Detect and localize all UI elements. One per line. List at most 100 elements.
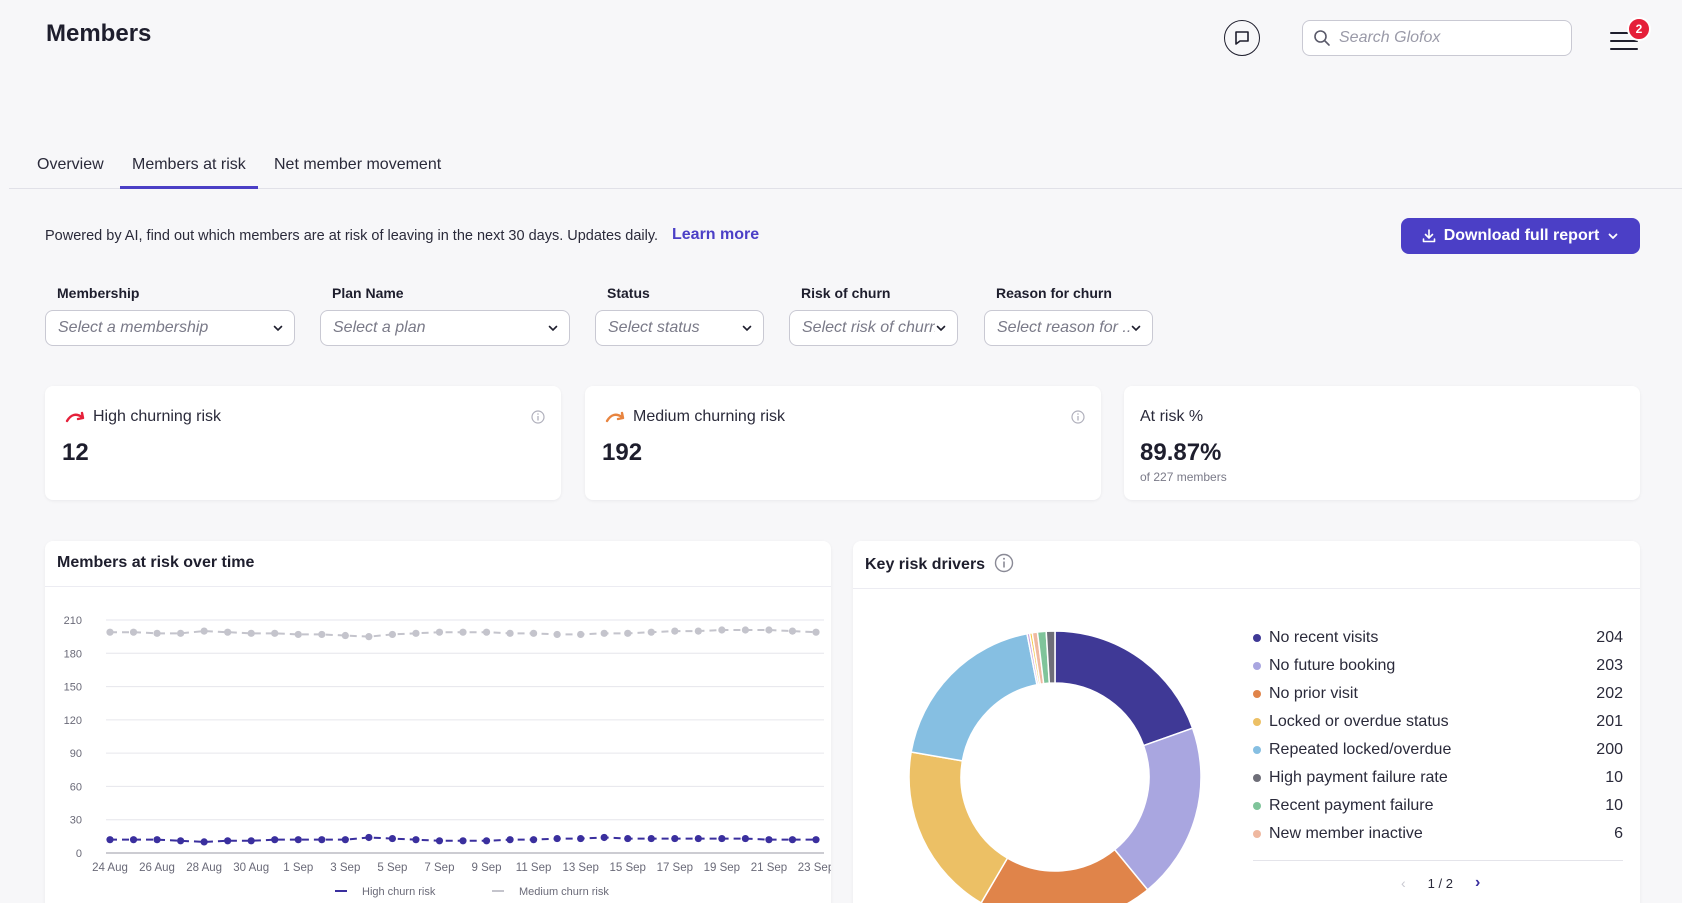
legend-item[interactable]: Locked or overdue status 201 — [1253, 711, 1623, 733]
data-point[interactable] — [247, 629, 255, 637]
data-point[interactable] — [506, 629, 514, 637]
data-point[interactable] — [694, 834, 702, 843]
members-at-risk-line-chart: 0 30 60 90 120 150 180 210 24 Aug 26 Aug 28 Aug 30 … — [64, 615, 831, 898]
data-point[interactable] — [224, 628, 232, 636]
chat-button[interactable] — [1224, 20, 1260, 56]
data-point[interactable] — [341, 631, 349, 640]
data-point[interactable] — [553, 630, 561, 639]
data-point[interactable] — [365, 633, 373, 641]
data-point[interactable] — [200, 838, 208, 846]
donut-slice[interactable] — [1045, 630, 1056, 684]
data-point[interactable] — [647, 628, 655, 636]
tab-overview[interactable]: Overview — [37, 156, 104, 173]
legend-item[interactable]: No recent visits 204 — [1253, 627, 1623, 649]
data-point[interactable] — [106, 836, 114, 844]
tab-net-member-movement[interactable]: Net member movement — [274, 156, 442, 173]
y-tick-label: 60 — [70, 781, 82, 793]
data-point[interactable] — [129, 836, 138, 844]
tab-members-at-risk[interactable]: Members at risk — [120, 156, 258, 189]
plan-select[interactable]: Select a plan — [320, 310, 570, 346]
data-point[interactable] — [530, 836, 538, 844]
data-point[interactable] — [765, 626, 773, 634]
legend-item[interactable]: New member inactive 6 — [1253, 823, 1623, 845]
data-point[interactable] — [647, 834, 655, 843]
legend-item[interactable]: No prior visit 202 — [1253, 683, 1623, 705]
data-point[interactable] — [388, 834, 396, 843]
data-point[interactable] — [741, 626, 750, 634]
download-report-button[interactable]: Download full report — [1401, 218, 1640, 254]
data-point[interactable] — [318, 630, 326, 639]
legend-item[interactable]: Repeated locked/overdue 200 — [1253, 739, 1623, 761]
data-point[interactable] — [553, 834, 561, 843]
info-icon[interactable] — [531, 410, 545, 424]
reason-for-churn-select[interactable]: Select reason for ... — [984, 310, 1153, 346]
data-point[interactable] — [129, 628, 138, 636]
data-point[interactable] — [482, 628, 491, 636]
chat-icon — [1235, 31, 1249, 45]
membership-select[interactable]: Select a membership — [45, 310, 295, 346]
data-point[interactable] — [177, 837, 185, 845]
x-tick-label: 5 Sep — [377, 862, 407, 874]
data-point[interactable] — [294, 630, 302, 639]
data-point[interactable] — [812, 628, 820, 636]
data-point[interactable] — [788, 836, 797, 844]
data-point[interactable] — [106, 628, 114, 636]
status-select[interactable]: Select status — [595, 310, 764, 346]
data-point[interactable] — [459, 628, 467, 636]
data-point[interactable] — [812, 836, 820, 844]
data-point[interactable] — [600, 629, 608, 637]
data-point[interactable] — [200, 627, 208, 635]
data-point[interactable] — [271, 836, 279, 844]
legend-item[interactable]: High payment failure rate 10 — [1253, 767, 1623, 789]
data-point[interactable] — [435, 628, 444, 636]
data-point[interactable] — [412, 836, 420, 844]
legend-item[interactable]: Recent payment failure 10 — [1253, 795, 1623, 817]
data-point[interactable] — [341, 836, 349, 844]
data-point[interactable] — [577, 630, 585, 639]
search-input[interactable] — [1339, 29, 1559, 47]
data-point[interactable] — [694, 627, 702, 635]
donut-slice[interactable] — [910, 632, 1038, 762]
data-point[interactable] — [671, 627, 679, 635]
info-icon[interactable] — [1071, 410, 1085, 424]
donut-slice[interactable] — [908, 751, 1009, 903]
filter-label-membership: Membership — [57, 285, 140, 301]
data-point[interactable] — [624, 834, 632, 843]
data-point[interactable] — [577, 834, 585, 843]
donut-slice[interactable] — [1054, 630, 1194, 747]
data-point[interactable] — [294, 836, 302, 844]
chevron-left-icon[interactable]: ‹ — [1401, 875, 1406, 891]
data-point[interactable] — [412, 629, 420, 637]
data-point[interactable] — [459, 837, 467, 845]
data-point[interactable] — [247, 837, 255, 845]
chevron-right-icon[interactable]: › — [1474, 874, 1481, 891]
data-point[interactable] — [318, 836, 326, 844]
data-point[interactable] — [177, 629, 185, 637]
data-point[interactable] — [224, 837, 232, 845]
legend-dot — [1253, 830, 1261, 838]
data-point[interactable] — [530, 629, 538, 637]
data-point[interactable] — [765, 836, 773, 844]
data-point[interactable] — [365, 833, 373, 842]
data-point[interactable] — [718, 834, 726, 843]
data-point[interactable] — [435, 837, 444, 845]
search-box[interactable] — [1302, 20, 1572, 56]
data-point[interactable] — [671, 834, 679, 843]
legend-item[interactable]: No future booking 203 — [1253, 655, 1623, 677]
risk-of-churn-select[interactable]: Select risk of churn — [789, 310, 958, 346]
menu-button[interactable] — [1610, 28, 1640, 54]
info-icon[interactable] — [994, 553, 1014, 573]
data-point[interactable] — [600, 833, 608, 842]
data-point[interactable] — [788, 627, 797, 635]
data-point[interactable] — [506, 836, 514, 844]
data-point[interactable] — [718, 626, 726, 634]
data-point[interactable] — [388, 630, 396, 639]
data-point[interactable] — [271, 629, 279, 637]
data-point[interactable] — [153, 836, 161, 844]
y-tick-label: 30 — [70, 815, 82, 827]
data-point[interactable] — [153, 629, 161, 637]
data-point[interactable] — [741, 834, 750, 843]
data-point[interactable] — [624, 629, 632, 637]
learn-more-link[interactable]: Learn more — [672, 226, 760, 243]
data-point[interactable] — [482, 837, 491, 845]
